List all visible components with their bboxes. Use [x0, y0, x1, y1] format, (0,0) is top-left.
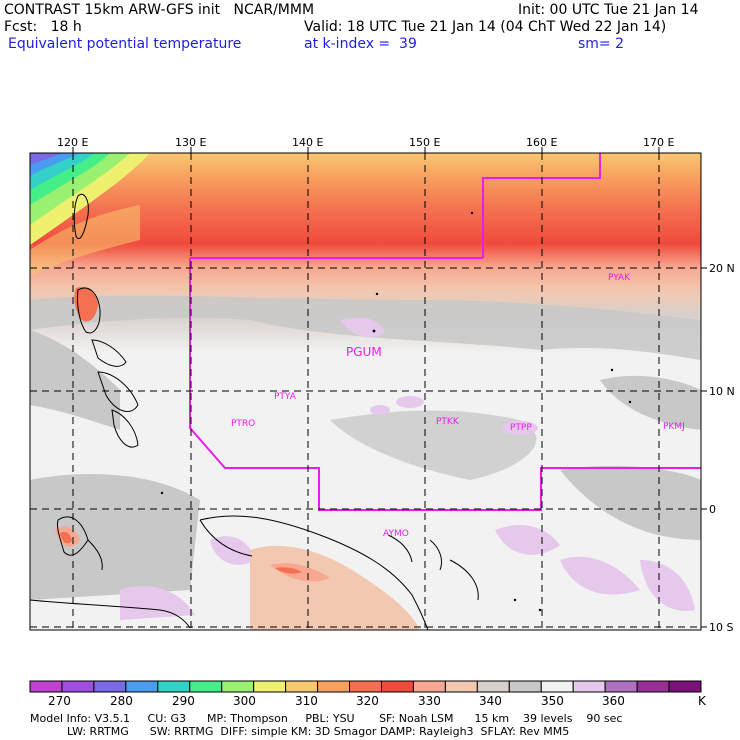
colorbar — [29, 680, 702, 693]
colorbar-label-360: 360 — [602, 694, 625, 708]
valid-time: Valid: 18 UTC Tue 21 Jan 14 (04 ChT Wed … — [304, 19, 667, 35]
lon-label-170e: 170 E — [643, 136, 675, 149]
colorbar-label-350: 350 — [541, 694, 564, 708]
colorbar-label-280: 280 — [110, 694, 133, 708]
colorbar-swatch — [476, 680, 510, 693]
colorbar-swatch — [540, 680, 574, 693]
station-ptro: PTRO — [231, 419, 256, 429]
colorbar-swatch — [508, 680, 542, 693]
colorbar-swatch — [157, 680, 191, 693]
colorbar-label-290: 290 — [172, 694, 195, 708]
lat-label-0: 0 — [709, 503, 716, 516]
lon-label-140e: 140 E — [292, 136, 324, 149]
station-ptkk: PTKK — [436, 417, 459, 427]
station-pkmj: PKMJ — [663, 422, 685, 432]
colorbar-swatch — [221, 680, 255, 693]
colorbar-swatch — [93, 680, 127, 693]
colorbar-unit: K — [698, 694, 706, 708]
station-aymo: AYMO — [383, 529, 409, 539]
colorbar-swatch — [317, 680, 351, 693]
colorbar-swatch — [61, 680, 95, 693]
model-info-line2: LW: RRTMG SW: RRTMG DIFF: simple KM: 3D … — [67, 725, 570, 738]
lat-label-20n: 20 N — [709, 262, 735, 275]
colorbar-swatch — [125, 680, 159, 693]
colorbar-swatch — [572, 680, 606, 693]
colorbar-swatch — [444, 680, 478, 693]
colorbar-swatch — [380, 680, 414, 693]
colorbar-label-300: 300 — [233, 694, 256, 708]
colorbar-swatch — [604, 680, 638, 693]
lon-label-120e: 120 E — [57, 136, 89, 149]
lat-label-10s: 10 S — [709, 621, 734, 634]
field-name: Equivalent potential temperature — [8, 36, 242, 52]
colorbar-swatch — [285, 680, 319, 693]
lon-label-160e: 160 E — [526, 136, 558, 149]
lon-label-130e: 130 E — [175, 136, 207, 149]
colorbar-swatch — [349, 680, 382, 693]
station-ptpp: PTPP — [510, 423, 532, 433]
forecast-hour: Fcst: 18 h — [4, 19, 82, 35]
colorbar-label-340: 340 — [479, 694, 502, 708]
colorbar-swatch — [253, 680, 287, 693]
lon-label-150e: 150 E — [409, 136, 441, 149]
smoothing-info: sm= 2 — [578, 36, 625, 52]
level-info: at k-index = 39 — [304, 36, 417, 52]
lat-label-10n: 10 N — [709, 385, 735, 398]
colorbar-swatch — [636, 680, 670, 693]
colorbar-swatch — [412, 680, 446, 693]
init-time: Init: 00 UTC Tue 21 Jan 14 — [518, 2, 699, 18]
station-pgum: PGUM — [346, 345, 382, 359]
station-pyak: PYAK — [608, 273, 631, 283]
colorbar-label-320: 320 — [356, 694, 379, 708]
colorbar-swatch — [189, 680, 223, 693]
model-title: CONTRAST 15km ARW-GFS init NCAR/MMM — [4, 2, 315, 18]
colorbar-label-310: 310 — [295, 694, 318, 708]
model-info-line1: Model Info: V3.5.1 CU: G3 MP: Thompson P… — [30, 712, 623, 725]
station-ptya: PTYA — [274, 392, 296, 402]
colorbar-swatch — [668, 680, 702, 693]
colorbar-label-330: 330 — [418, 694, 441, 708]
colorbar-swatch — [29, 680, 63, 693]
colorbar-label-270: 270 — [48, 694, 71, 708]
